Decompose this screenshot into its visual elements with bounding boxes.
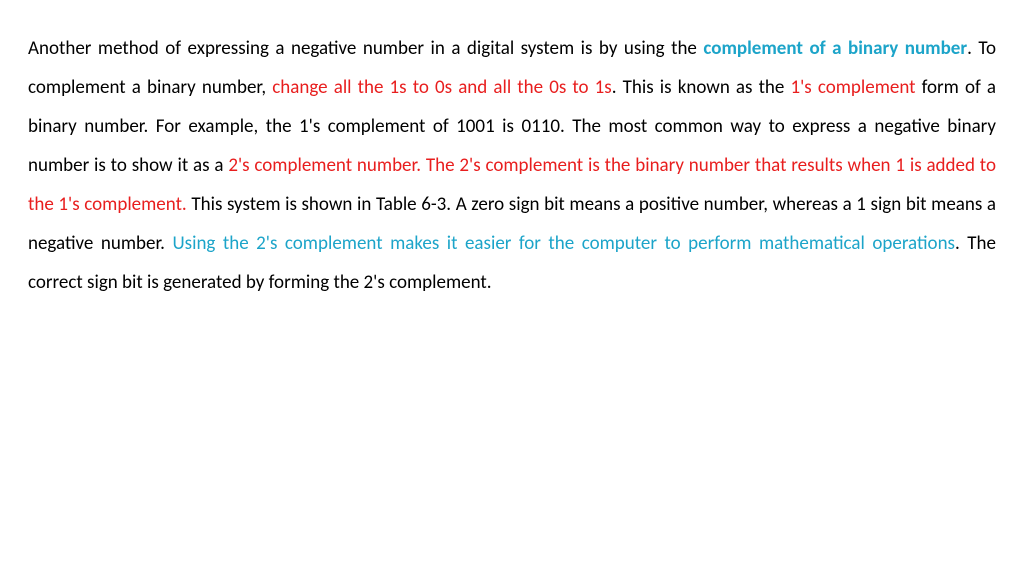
text-segment-highlight: change all the 1s to 0s and all the 0s t…	[272, 76, 611, 99]
body-paragraph: Another method of expressing a negative …	[28, 30, 996, 303]
text-segment-highlight: 1's complement	[790, 76, 915, 99]
text-segment: Another method of expressing a negative …	[28, 37, 703, 60]
text-segment: . This is known as the	[612, 76, 791, 99]
text-segment-highlight: Using the 2's complement makes it easier…	[172, 232, 955, 255]
text-segment-highlight: complement of a binary number	[703, 37, 967, 60]
